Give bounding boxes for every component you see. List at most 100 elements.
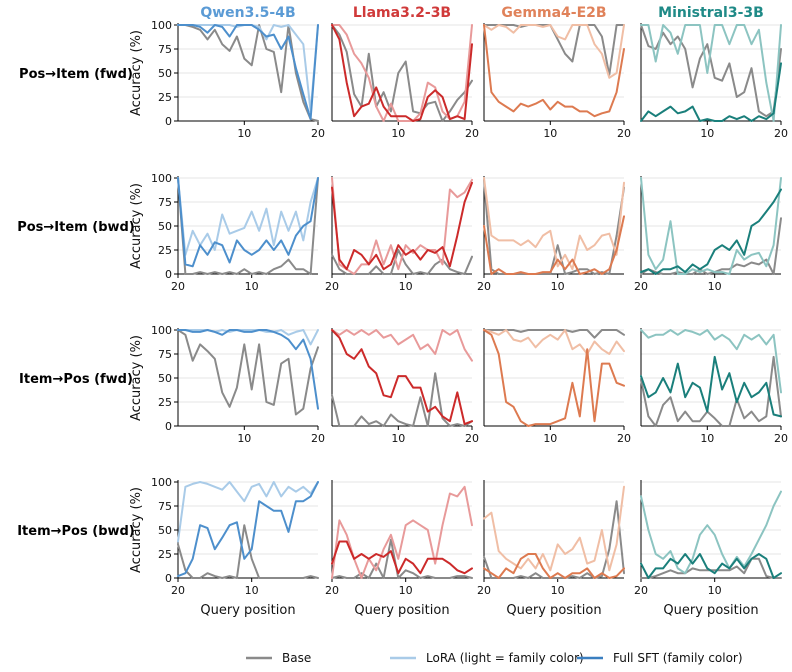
- series-line-lora: [331, 485, 473, 579]
- x-tick-label: 10: [543, 127, 557, 140]
- x-tick-label: 10: [399, 584, 413, 597]
- y-tick-label: 25: [158, 91, 172, 104]
- series-line-lora: [177, 177, 319, 256]
- y-tick-label: 50: [158, 220, 172, 233]
- y-tick-label: 75: [158, 348, 172, 361]
- series-line-lora: [640, 329, 782, 394]
- series-line-full-sft: [331, 540, 473, 575]
- panel: 20 10: [477, 176, 625, 293]
- series-line-full-sft: [640, 553, 782, 579]
- x-tick-label: 10: [399, 280, 413, 293]
- panel: 0 25 50 75 100 10 20: [151, 324, 325, 445]
- column-title: Gemma4-E2B: [501, 5, 606, 21]
- series-line-base: [331, 538, 473, 579]
- series-line-full-sft: [483, 215, 625, 275]
- x-tick-label: 20: [477, 584, 491, 597]
- row-label: Item→Pos (fwd): [19, 372, 133, 387]
- column-title: Ministral3-3B: [658, 5, 764, 21]
- series-line-base: [177, 329, 319, 416]
- x-tick-label: 20: [617, 432, 631, 445]
- x-tick-label: 10: [237, 432, 251, 445]
- panel: 20 10: [325, 480, 473, 597]
- panel: 0 25 50 75 100 20 10: [151, 172, 319, 293]
- x-tick-label: 20: [477, 280, 491, 293]
- series-line-full-sft: [177, 24, 319, 121]
- x-tick-label: 20: [465, 127, 479, 140]
- series-line-lora: [177, 24, 319, 113]
- x-tick-label: 20: [171, 280, 185, 293]
- y-tick-label: 50: [158, 524, 172, 537]
- x-tick-label: 20: [774, 127, 788, 140]
- y-tick-label: 50: [158, 372, 172, 385]
- panel: 10 20: [331, 23, 479, 140]
- series-line-full-sft: [640, 355, 782, 418]
- panel: 10 20: [640, 328, 788, 445]
- row-label: Pos→Item (fwd): [19, 67, 133, 82]
- x-tick-label: 10: [391, 127, 405, 140]
- x-tick-label: 10: [391, 432, 405, 445]
- series-line-full-sft: [640, 62, 782, 122]
- series-line-base: [640, 217, 782, 275]
- series-line-full-sft: [177, 177, 319, 268]
- series-line-full-sft: [177, 329, 319, 410]
- x-axis-label: Query position: [354, 603, 449, 618]
- x-tick-label: 10: [543, 432, 557, 445]
- series-line-lora: [483, 485, 625, 572]
- series-line-base: [483, 178, 625, 275]
- x-tick-label: 10: [551, 280, 565, 293]
- series-line-full-sft: [483, 24, 625, 118]
- series-line-lora: [640, 490, 782, 575]
- x-axis-label: Query position: [663, 603, 758, 618]
- y-tick-label: 100: [151, 19, 172, 32]
- panel: 20 10: [477, 480, 625, 597]
- row-label: Pos→Item (bwd): [17, 220, 135, 235]
- series-line-full-sft: [177, 481, 319, 578]
- x-tick-label: 10: [551, 584, 565, 597]
- panel: 10 20: [640, 23, 788, 140]
- x-tick-label: 20: [311, 127, 325, 140]
- y-tick-label: 75: [158, 196, 172, 209]
- panel: 20 10: [634, 480, 782, 597]
- y-axis-label: Accuracy (%): [129, 30, 144, 116]
- series-line-lora: [177, 329, 319, 346]
- y-axis-label: Accuracy (%): [129, 487, 144, 573]
- x-axis-label: Query position: [506, 603, 601, 618]
- x-tick-label: 20: [171, 584, 185, 597]
- panel: 10 20: [483, 328, 631, 445]
- column-title: Qwen3.5-4B: [200, 5, 295, 21]
- y-tick-label: 0: [165, 420, 172, 433]
- legend: Base LoRA (light = family color) Full SFT …: [246, 651, 743, 665]
- panel: 10 20: [483, 23, 631, 140]
- y-axis-label: Accuracy (%): [129, 183, 144, 269]
- x-axis-label: Query position: [200, 603, 295, 618]
- series-line-full-sft: [640, 188, 782, 275]
- x-tick-label: 10: [245, 280, 259, 293]
- series-line-full-sft: [483, 329, 625, 427]
- series-line-base: [177, 524, 319, 579]
- series-line-base: [177, 177, 319, 275]
- x-tick-label: 20: [325, 280, 339, 293]
- y-tick-label: 75: [158, 500, 172, 513]
- series-line-lora: [483, 177, 625, 271]
- y-tick-label: 0: [165, 115, 172, 128]
- series-line-full-sft: [331, 24, 473, 122]
- series-line-lora: [177, 481, 319, 543]
- x-tick-label: 10: [708, 584, 722, 597]
- series-line-lora: [483, 329, 625, 355]
- column-title: Llama3.2-3B: [353, 5, 451, 21]
- panel: 0 25 50 75 100 10 20: [151, 19, 325, 140]
- series-line-lora: [331, 177, 473, 275]
- legend-label: Base: [282, 651, 311, 665]
- panel: 0 25 50 75 100 20 10: [151, 476, 319, 597]
- y-tick-label: 75: [158, 43, 172, 56]
- series-line-full-sft: [483, 553, 625, 579]
- x-tick-label: 20: [774, 432, 788, 445]
- x-tick-label: 10: [700, 432, 714, 445]
- legend-label: LoRA (light = family color): [426, 651, 584, 665]
- y-tick-label: 25: [158, 396, 172, 409]
- series-line-lora: [331, 329, 473, 362]
- panel: 20 10: [325, 176, 473, 293]
- x-tick-label: 10: [708, 280, 722, 293]
- x-tick-label: 20: [617, 127, 631, 140]
